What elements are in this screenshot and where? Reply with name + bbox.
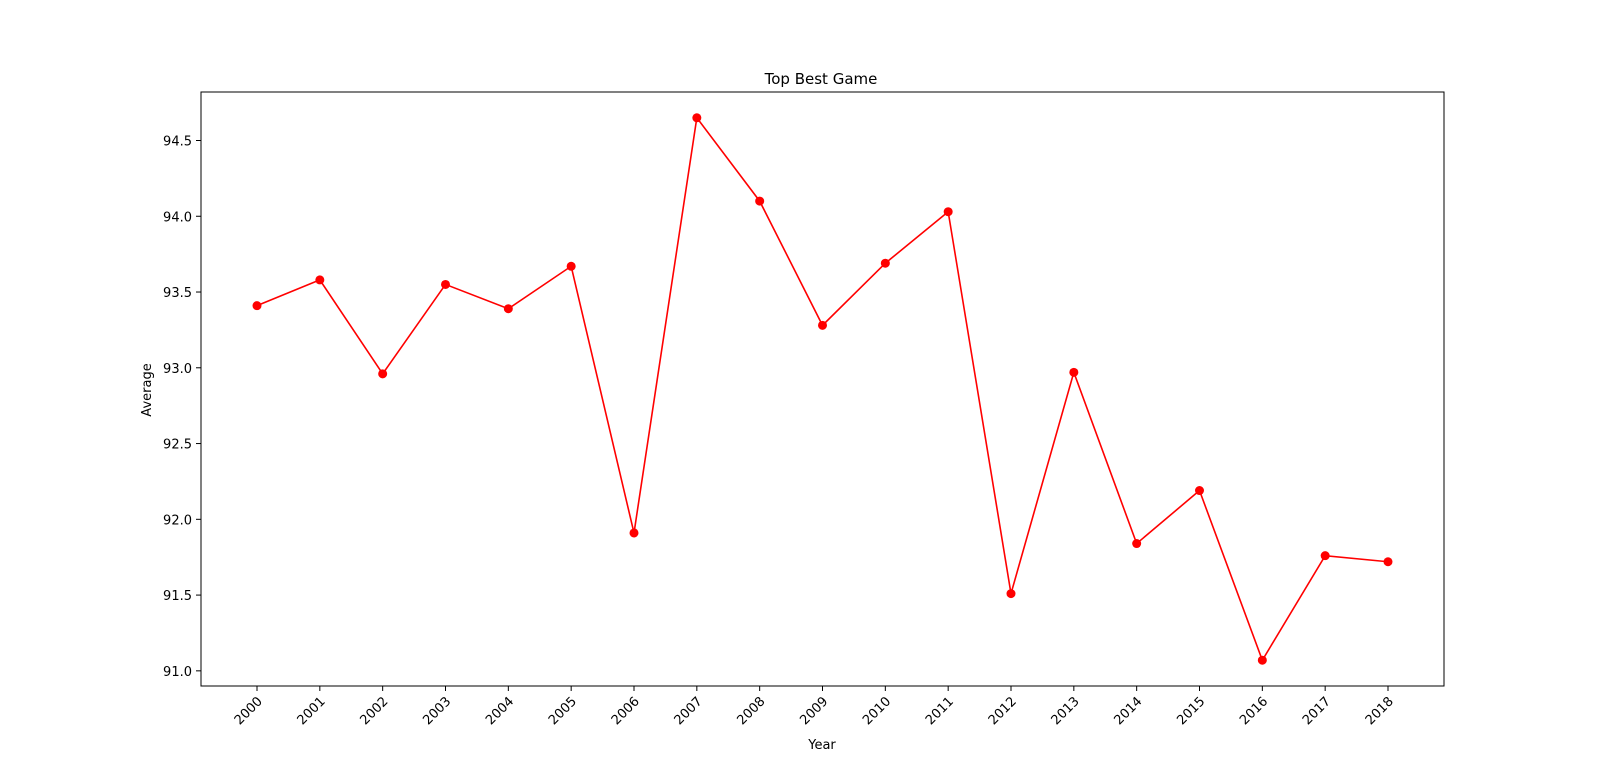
data-point [441, 279, 450, 289]
x-tick-label: 2000 [232, 694, 266, 728]
x-tick-label: 2011 [923, 694, 957, 728]
x-tick-label: 2001 [295, 694, 329, 728]
data-point [378, 369, 388, 379]
x-tick-label: 2005 [546, 694, 580, 728]
y-tick-label: 94.0 [163, 210, 192, 225]
data-point [1132, 539, 1142, 549]
data-point [1320, 551, 1330, 561]
x-tick-label: 2006 [609, 694, 643, 728]
x-tick-label: 2018 [1363, 694, 1397, 728]
x-axis-title: Year [807, 738, 836, 753]
x-tick-label: 2007 [672, 694, 706, 728]
chart-title: Top Best Game [764, 70, 878, 88]
plot-area [200, 91, 1445, 687]
x-tick-label: 2013 [1049, 694, 1083, 728]
x-tick-label: 2014 [1111, 694, 1145, 728]
y-tick-label: 92.5 [163, 438, 192, 453]
y-tick-label: 93.0 [163, 362, 192, 377]
x-tick-label: 2015 [1174, 694, 1208, 728]
y-tick-label: 92.0 [163, 513, 192, 528]
x-tick-label: 2010 [860, 694, 894, 728]
data-point [1195, 486, 1204, 496]
data-point [503, 304, 513, 314]
data-point [943, 207, 953, 217]
x-tick-label: 2002 [357, 694, 391, 728]
y-tick-label: 91.0 [163, 665, 192, 680]
data-point [1257, 655, 1267, 665]
data-point [315, 275, 325, 285]
data-point [1383, 557, 1393, 567]
x-tick-label: 2009 [797, 694, 831, 728]
data-point [1006, 589, 1016, 599]
x-tick-label: 2012 [986, 694, 1020, 728]
x-tick-label: 2004 [483, 694, 517, 728]
x-tick-label: 2003 [420, 694, 454, 728]
x-axis: 2000 2001 2002 2003 2004 2005 2006 2007 2008 2009… [232, 686, 1397, 728]
data-point [880, 258, 890, 268]
x-tick-label: 2016 [1237, 694, 1271, 728]
x-tick-label: 2008 [734, 694, 768, 728]
data-point [755, 196, 765, 206]
y-axis: 91.0 91.5 92.0 92.5 93.0 93.5 94.0 94.5 [163, 134, 201, 680]
y-tick-label: 91.5 [163, 589, 192, 604]
y-tick-label: 93.5 [163, 286, 192, 301]
data-point [692, 113, 702, 123]
data-point [566, 261, 576, 271]
y-axis-title: Average [140, 363, 155, 416]
series-layer [252, 113, 1393, 665]
data-point [252, 301, 262, 311]
data-point [818, 320, 827, 330]
series-line [256, 115, 1389, 663]
y-tick-label: 94.5 [163, 134, 192, 149]
data-point [629, 528, 639, 538]
data-point [1069, 367, 1079, 377]
x-tick-label: 2017 [1300, 694, 1334, 728]
